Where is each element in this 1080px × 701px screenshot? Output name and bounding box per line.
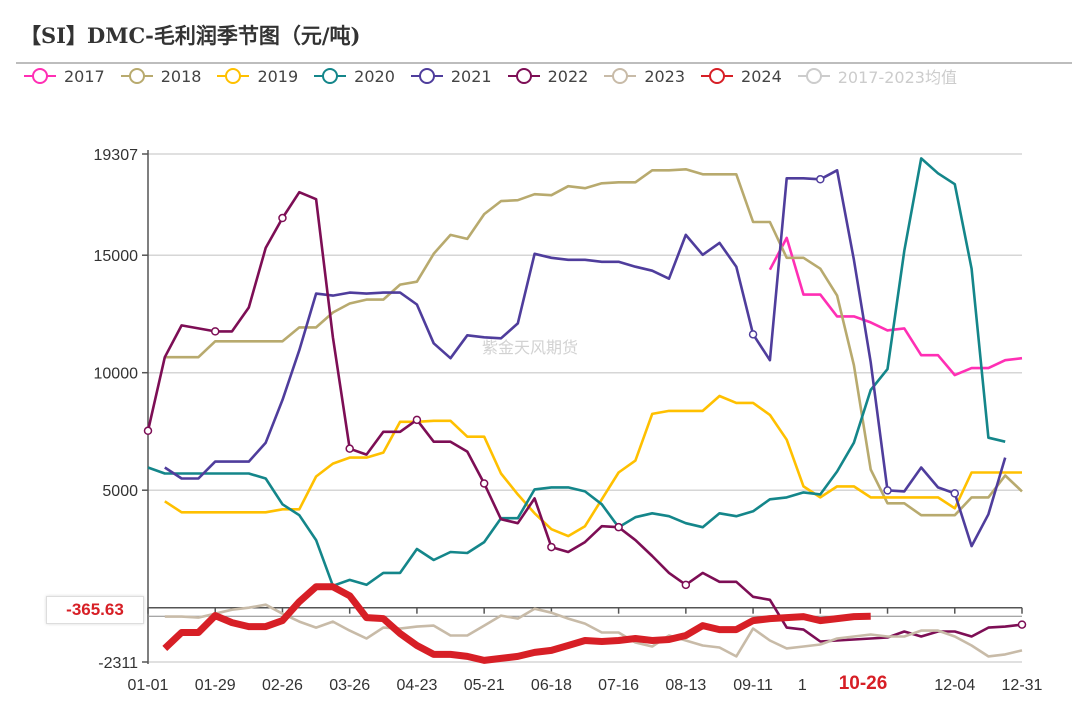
legend-label: 2019 <box>257 66 299 86</box>
legend-label: 2024 <box>741 66 782 86</box>
data-point-2022 <box>210 327 220 336</box>
x-tick-label: 01-01 <box>128 677 169 694</box>
crosshair-x-label: 10-26 <box>818 670 908 698</box>
x-tick-label: 03-26 <box>329 677 370 694</box>
legend-line-circle-icon <box>701 68 734 84</box>
data-point-2022 <box>479 479 489 488</box>
title-divider <box>16 62 1072 64</box>
legend: 2017 2018 2019 2020 2021 2022 2023 2024 2017-202… <box>22 64 971 88</box>
legend-line-circle-icon <box>120 68 153 84</box>
y-tick-label: -2311 <box>98 655 138 672</box>
data-point-2022 <box>143 426 153 436</box>
data-point-2022 <box>345 444 354 453</box>
crosshair-y-label: -365.63 <box>46 596 144 624</box>
legend-item-2017-2023均值[interactable]: 2017-2023均值 <box>796 64 957 88</box>
legend-label: 2021 <box>450 66 492 86</box>
x-tick-label: 07-16 <box>598 677 639 694</box>
legend-label: 2022 <box>547 66 589 86</box>
x-tick-label: 1 <box>798 677 807 694</box>
x-tick-label: 02-26 <box>262 677 303 694</box>
data-point-2022 <box>681 580 691 590</box>
data-point-2021 <box>816 175 825 184</box>
series-line-2024 <box>162 583 871 664</box>
legend-label: 2017 <box>64 66 105 86</box>
legend-line-circle-icon <box>217 68 250 84</box>
legend-line-circle-icon <box>604 68 637 84</box>
y-tick-label: 5000 <box>102 483 138 500</box>
data-point-2022 <box>1017 620 1027 629</box>
legend-item-2017[interactable]: 2017 <box>22 67 105 86</box>
x-tick-label: 05-21 <box>464 677 505 694</box>
x-tick-label: 06-18 <box>531 677 572 694</box>
legend-item-2024[interactable]: 2024 <box>699 67 782 86</box>
legend-item-2020[interactable]: 2020 <box>312 67 395 86</box>
data-point-2021 <box>748 330 758 339</box>
legend-label: 2017-2023均值 <box>837 68 957 87</box>
legend-item-2018[interactable]: 2018 <box>119 66 202 86</box>
series-line-2018 <box>164 168 1023 517</box>
x-tick-label: 01-29 <box>195 677 236 694</box>
legend-item-2019[interactable]: 2019 <box>215 67 298 86</box>
legend-item-2023[interactable]: 2023 <box>602 67 685 86</box>
x-tick-label: 12-04 <box>934 677 975 694</box>
data-point-2021 <box>950 489 960 498</box>
x-tick-label: 04-23 <box>396 677 437 694</box>
chart-title: 【SI】DMC-毛利润季节图（元/吨) <box>20 23 361 48</box>
series-line-2019 <box>164 394 1022 538</box>
data-point-2022 <box>278 213 287 223</box>
legend-line-circle-icon <box>314 68 347 84</box>
legend-line-circle-icon <box>507 68 540 84</box>
y-tick-label: 19307 <box>94 147 139 164</box>
x-tick-label: 08-13 <box>665 677 706 694</box>
data-point-2022 <box>547 542 556 552</box>
series-line-2022 <box>146 190 1023 643</box>
y-tick-label: 15000 <box>94 248 139 265</box>
series-line-2021 <box>164 169 1007 548</box>
x-tick-label: 09-11 <box>733 677 773 694</box>
series-line-2017 <box>768 236 1023 377</box>
legend-line-circle-icon <box>24 68 56 84</box>
data-point-2021 <box>883 486 892 495</box>
series-line-2023 <box>164 603 1023 658</box>
legend-label: 2023 <box>644 66 686 86</box>
x-tick-label: 12-31 <box>1002 677 1043 694</box>
legend-line-circle-icon <box>410 68 443 84</box>
series-line-2020 <box>147 157 1006 588</box>
data-point-2022 <box>614 522 623 532</box>
legend-item-2022[interactable]: 2022 <box>506 66 589 86</box>
y-tick-label: 10000 <box>94 366 139 383</box>
legend-item-2021[interactable]: 2021 <box>409 67 492 86</box>
legend-label: 2020 <box>354 66 395 86</box>
legend-line-circle-icon <box>797 68 830 84</box>
legend-label: 2018 <box>160 66 202 86</box>
data-point-2022 <box>412 415 422 425</box>
watermark: 紫金天风期货 <box>482 338 579 357</box>
